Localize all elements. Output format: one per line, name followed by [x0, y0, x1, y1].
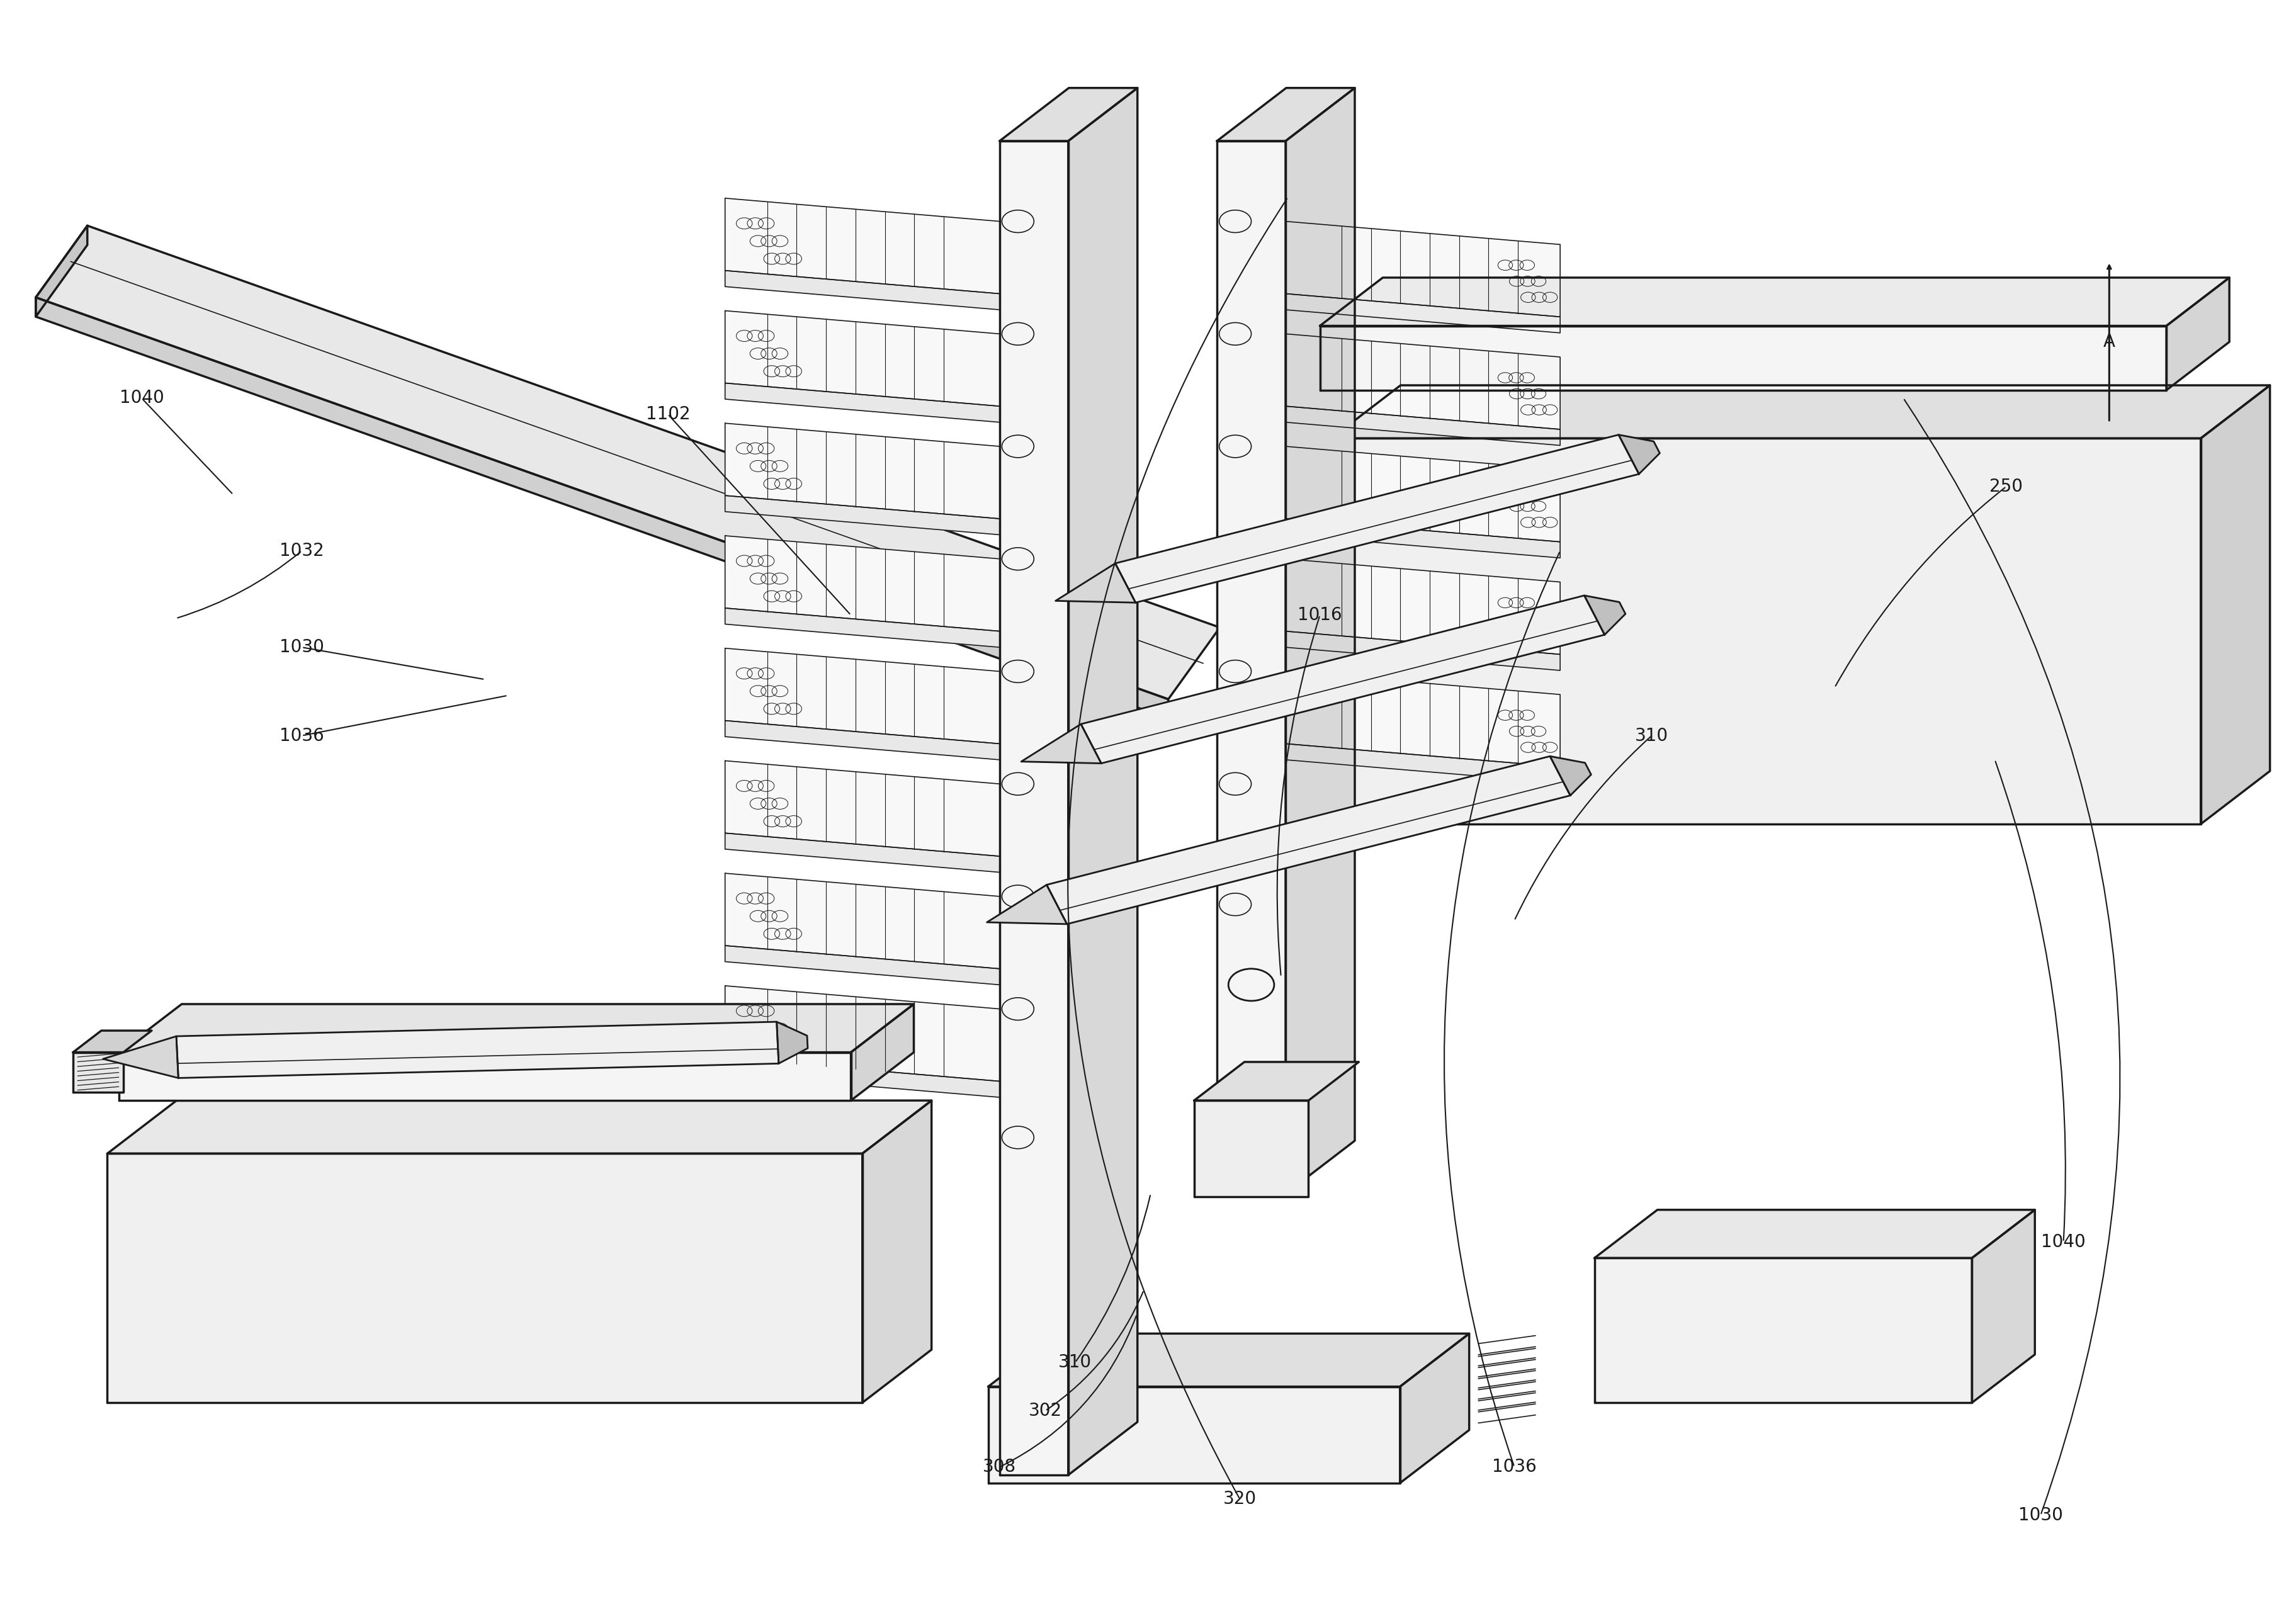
Polygon shape	[1619, 435, 1660, 473]
Polygon shape	[1286, 87, 1355, 1194]
Text: 1032: 1032	[280, 541, 324, 559]
Polygon shape	[987, 1333, 1469, 1387]
Polygon shape	[1320, 326, 2165, 389]
Text: 1030: 1030	[2018, 1506, 2062, 1524]
Polygon shape	[37, 226, 1219, 700]
Polygon shape	[1401, 1333, 1469, 1483]
Polygon shape	[726, 986, 999, 1081]
Polygon shape	[726, 537, 999, 632]
Polygon shape	[1194, 1100, 1309, 1197]
Polygon shape	[177, 1021, 778, 1078]
Polygon shape	[987, 1387, 1401, 1483]
Polygon shape	[1081, 595, 1605, 763]
Polygon shape	[726, 383, 999, 422]
Text: 1036: 1036	[280, 727, 324, 745]
Polygon shape	[1286, 632, 1559, 671]
Polygon shape	[1217, 141, 1286, 1194]
Polygon shape	[726, 761, 999, 856]
Polygon shape	[726, 310, 999, 406]
Polygon shape	[726, 721, 999, 760]
Polygon shape	[1116, 435, 1639, 603]
Polygon shape	[1593, 1210, 2034, 1257]
Polygon shape	[999, 87, 1137, 141]
Text: 1030: 1030	[280, 638, 324, 656]
Text: 1102: 1102	[645, 406, 689, 423]
Text: A: A	[2103, 333, 2115, 351]
Polygon shape	[1584, 595, 1626, 635]
Polygon shape	[119, 1052, 850, 1100]
Polygon shape	[1286, 406, 1559, 446]
Polygon shape	[1068, 87, 1137, 1475]
Text: 250: 250	[1988, 478, 2023, 496]
Polygon shape	[103, 1036, 179, 1078]
Polygon shape	[726, 834, 999, 873]
Polygon shape	[726, 873, 999, 968]
Polygon shape	[1550, 756, 1591, 795]
Polygon shape	[1332, 438, 2200, 824]
Polygon shape	[119, 1004, 914, 1052]
Polygon shape	[726, 496, 999, 535]
Polygon shape	[1286, 671, 1559, 768]
Polygon shape	[987, 886, 1068, 924]
Polygon shape	[999, 141, 1068, 1475]
Polygon shape	[1056, 564, 1134, 603]
Polygon shape	[73, 1052, 124, 1092]
Polygon shape	[726, 199, 999, 294]
Polygon shape	[726, 423, 999, 519]
Polygon shape	[726, 270, 999, 310]
Polygon shape	[1286, 446, 1559, 541]
Polygon shape	[726, 608, 999, 648]
Polygon shape	[1593, 1257, 1972, 1403]
Polygon shape	[1320, 278, 2229, 326]
Text: 320: 320	[1224, 1490, 1256, 1508]
Polygon shape	[1217, 87, 1355, 141]
Polygon shape	[1286, 743, 1559, 782]
Polygon shape	[1194, 1062, 1359, 1100]
Polygon shape	[108, 1154, 861, 1403]
Polygon shape	[108, 1100, 932, 1154]
Polygon shape	[850, 1004, 914, 1100]
Polygon shape	[861, 1100, 932, 1403]
Polygon shape	[1332, 385, 2268, 438]
Polygon shape	[1286, 519, 1559, 558]
Text: 1016: 1016	[1297, 606, 1341, 624]
Text: 1040: 1040	[2041, 1233, 2085, 1251]
Text: 1040: 1040	[119, 389, 163, 407]
Text: 308: 308	[983, 1458, 1017, 1475]
Polygon shape	[726, 1058, 999, 1097]
Text: 310: 310	[1058, 1354, 1091, 1372]
Polygon shape	[1022, 724, 1102, 763]
Polygon shape	[1047, 756, 1570, 924]
Polygon shape	[776, 1021, 808, 1063]
Polygon shape	[726, 648, 999, 743]
Polygon shape	[37, 226, 87, 317]
Polygon shape	[37, 297, 1169, 719]
Polygon shape	[1286, 559, 1559, 654]
Polygon shape	[1286, 294, 1559, 333]
Polygon shape	[73, 1031, 152, 1052]
Polygon shape	[2200, 385, 2268, 824]
Polygon shape	[1972, 1210, 2034, 1403]
Text: 302: 302	[1029, 1403, 1061, 1419]
Polygon shape	[2165, 278, 2229, 389]
Text: 310: 310	[1635, 727, 1667, 745]
Polygon shape	[1286, 335, 1559, 430]
Text: 1036: 1036	[1492, 1458, 1536, 1475]
Polygon shape	[726, 945, 999, 984]
Polygon shape	[1286, 221, 1559, 317]
